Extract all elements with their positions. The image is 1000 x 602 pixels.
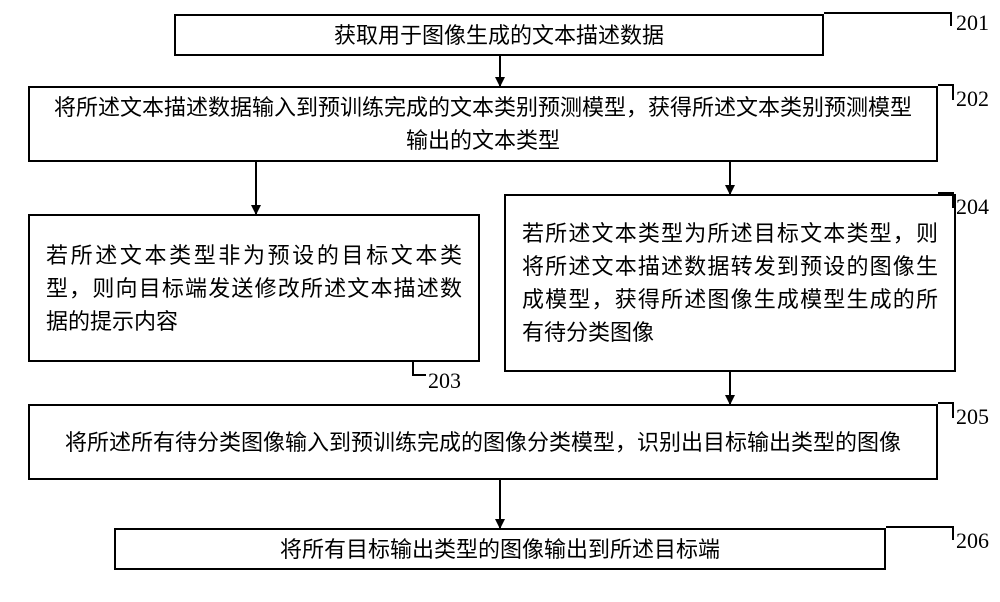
- callout-201: [824, 12, 952, 26]
- node-203-label: 若所述文本类型非为预设的目标文本类型，则向目标端发送修改所述文本描述数据的提示内…: [46, 239, 462, 338]
- step-label-201: 201: [956, 10, 989, 36]
- node-201-label: 获取用于图像生成的文本描述数据: [334, 19, 664, 52]
- node-202: 将所述文本描述数据输入到预训练完成的文本类别预测模型，获得所述文本类别预测模型输…: [28, 86, 938, 162]
- callout-202: [938, 84, 954, 100]
- node-205: 将所述所有待分类图像输入到预训练完成的图像分类模型，识别出目标输出类型的图像: [28, 404, 938, 480]
- step-label-202: 202: [956, 86, 989, 112]
- node-202-label: 将所述文本描述数据输入到预训练完成的文本类别预测模型，获得所述文本类别预测模型输…: [46, 91, 920, 157]
- callout-205: [938, 402, 954, 418]
- node-206-label: 将所有目标输出类型的图像输出到所述目标端: [280, 533, 720, 566]
- node-204-label: 若所述文本类型为所述目标文本类型，则将所述文本描述数据转发到预设的图像生成模型，…: [522, 217, 938, 349]
- callout-204: [938, 192, 954, 208]
- node-206: 将所有目标输出类型的图像输出到所述目标端: [114, 528, 886, 570]
- step-label-203: 203: [428, 368, 461, 394]
- node-203: 若所述文本类型非为预设的目标文本类型，则向目标端发送修改所述文本描述数据的提示内…: [28, 214, 480, 362]
- step-label-204: 204: [956, 194, 989, 220]
- callout-206: [886, 526, 954, 540]
- node-201: 获取用于图像生成的文本描述数据: [174, 14, 824, 56]
- callout-203: [412, 362, 426, 376]
- node-205-label: 将所述所有待分类图像输入到预训练完成的图像分类模型，识别出目标输出类型的图像: [65, 426, 901, 459]
- step-label-205: 205: [956, 404, 989, 430]
- flowchart-container: 获取用于图像生成的文本描述数据 201 将所述文本描述数据输入到预训练完成的文本…: [0, 0, 1000, 602]
- node-204: 若所述文本类型为所述目标文本类型，则将所述文本描述数据转发到预设的图像生成模型，…: [504, 194, 956, 372]
- step-label-206: 206: [956, 528, 989, 554]
